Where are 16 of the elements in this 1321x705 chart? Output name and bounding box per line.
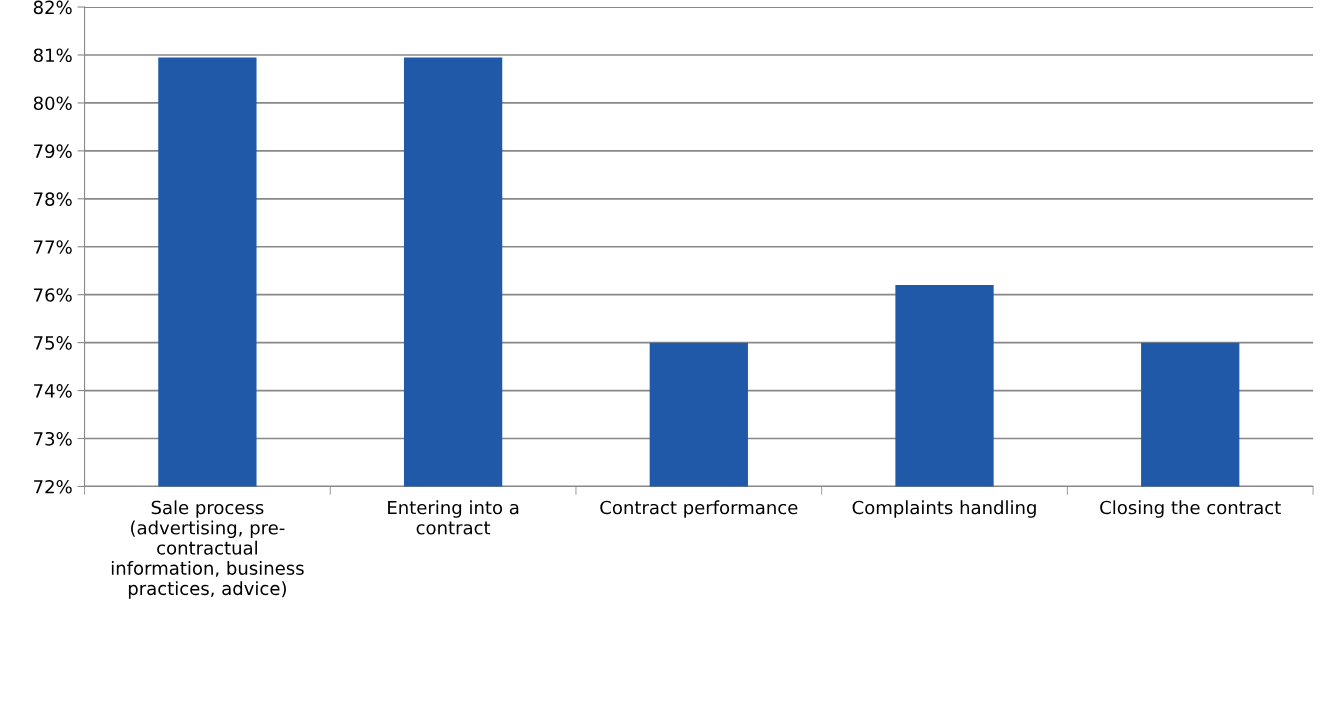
x-tick-label: Contract performance <box>600 500 798 518</box>
y-tick-label: 78% <box>34 192 72 206</box>
y-tick-label: 72% <box>34 479 72 494</box>
y-tick-label: 82% <box>33 0 72 15</box>
x-tick-label: Sale process (advertising, pre-contractual information, business practices, advice) <box>111 500 304 599</box>
y-tick-label: 75% <box>34 336 72 350</box>
y-tick-label: 79% <box>34 144 72 158</box>
y-tick-label: 73% <box>34 431 72 446</box>
y-tick-label: 81% <box>33 48 72 63</box>
y-tick-label: 80% <box>33 96 72 111</box>
y-tick-label: 74% <box>34 384 72 398</box>
x-tick-label: Complaints handling <box>852 500 1036 518</box>
x-tick-label: Entering into a contract <box>388 500 519 535</box>
y-tick-label: 76% <box>34 288 72 302</box>
x-tick-label: Closing the contract <box>1100 500 1281 518</box>
y-tick-label: 77% <box>34 240 72 254</box>
